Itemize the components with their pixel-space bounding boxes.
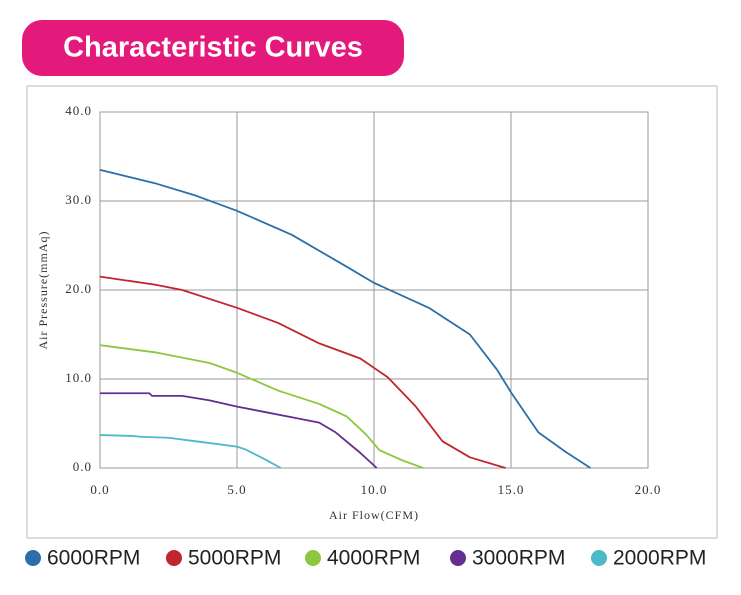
y-tick-label: 10.0 [65, 370, 92, 385]
y-tick-label: 30.0 [65, 192, 92, 207]
x-tick-label: 0.0 [90, 482, 109, 497]
legend-swatch [25, 550, 41, 566]
x-tick-label: 10.0 [361, 482, 388, 497]
chart-frame [26, 85, 718, 539]
legend-swatch [591, 550, 607, 566]
curve [99, 434, 282, 469]
chart-title: Characteristic Curves [63, 32, 363, 64]
legend-swatch [450, 550, 466, 566]
y-axis-label: Air Pressure(mmAq) [36, 231, 50, 350]
legend-swatch [305, 550, 321, 566]
legend-label: 3000RPM [472, 547, 565, 570]
curve [99, 344, 424, 469]
title-pill [22, 20, 404, 76]
curve [99, 275, 506, 469]
curve [100, 392, 378, 469]
y-tick-label: 40.0 [65, 103, 92, 118]
x-tick-label: 20.0 [635, 482, 662, 497]
y-tick-label: 20.0 [65, 281, 92, 296]
x-axis-label: Air Flow(CFM) [329, 508, 419, 522]
y-tick-label: 0.0 [73, 459, 92, 474]
legend-swatch [166, 550, 182, 566]
legend-label: 4000RPM [327, 547, 420, 570]
x-tick-label: 15.0 [498, 482, 525, 497]
x-tick-label: 5.0 [227, 482, 246, 497]
legend-label: 2000RPM [613, 547, 706, 570]
legend-label: 6000RPM [47, 547, 140, 570]
curve [99, 168, 591, 469]
legend-label: 5000RPM [188, 547, 281, 570]
